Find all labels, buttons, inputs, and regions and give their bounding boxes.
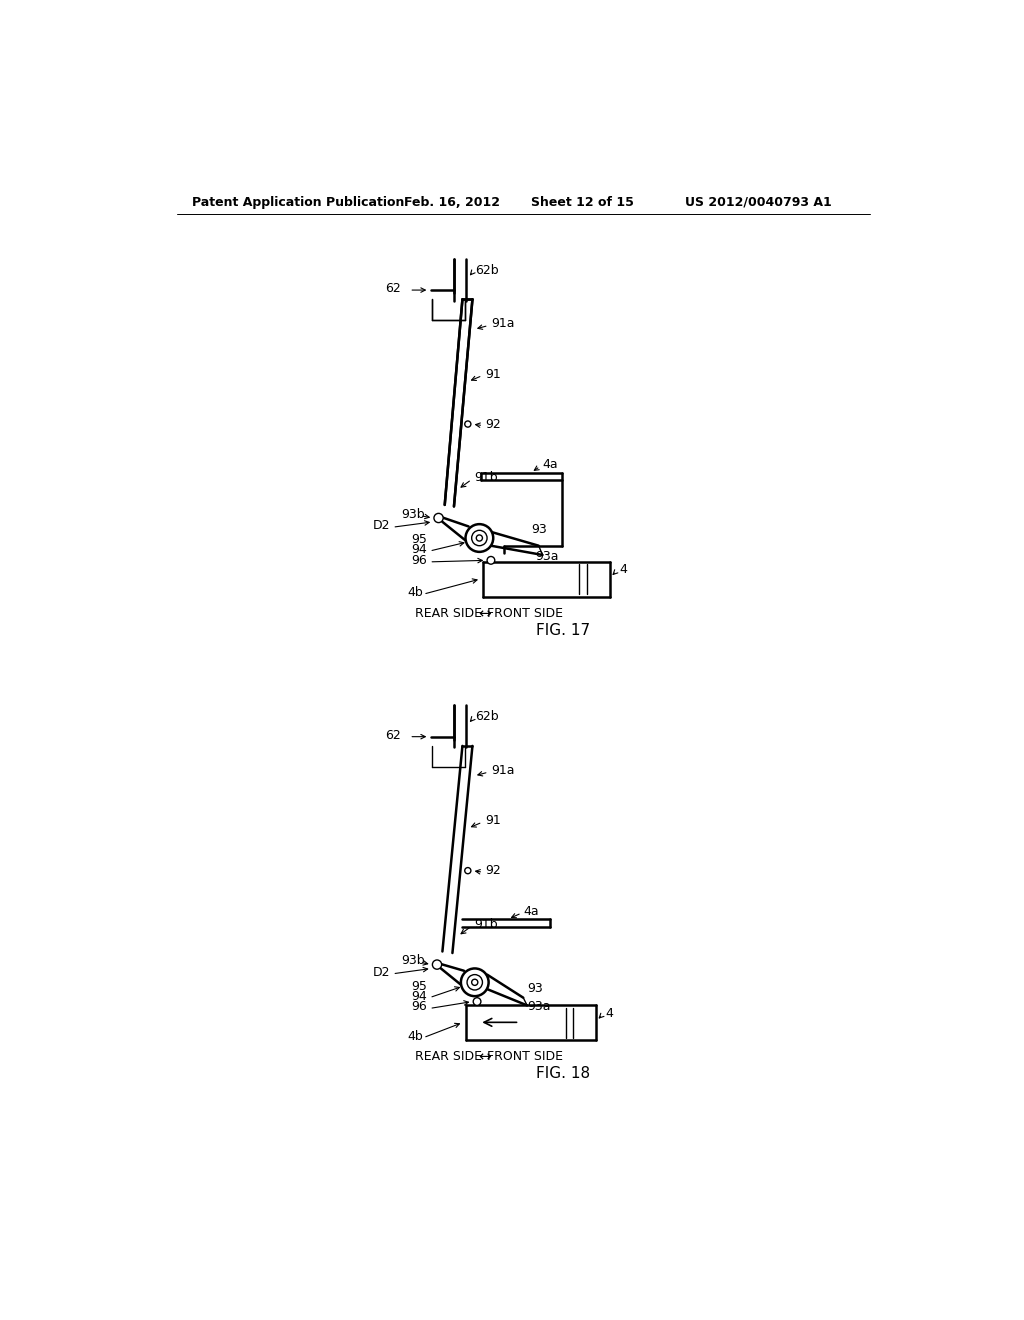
Circle shape xyxy=(466,524,494,552)
Text: 93a: 93a xyxy=(527,1001,551,1014)
Circle shape xyxy=(472,531,487,545)
Text: 93: 93 xyxy=(531,523,547,536)
Text: 91: 91 xyxy=(484,814,501,828)
Text: 62b: 62b xyxy=(475,710,499,723)
Circle shape xyxy=(432,960,441,969)
Text: REAR SIDE: REAR SIDE xyxy=(416,607,482,620)
Circle shape xyxy=(487,557,495,564)
Text: 91a: 91a xyxy=(490,764,514,777)
Text: 92: 92 xyxy=(484,865,501,878)
Text: US 2012/0040793 A1: US 2012/0040793 A1 xyxy=(685,195,831,209)
Circle shape xyxy=(461,969,488,997)
Text: FIG. 17: FIG. 17 xyxy=(536,623,590,638)
Text: 4: 4 xyxy=(605,1007,613,1019)
Circle shape xyxy=(465,867,471,874)
Circle shape xyxy=(472,979,478,985)
Circle shape xyxy=(467,974,482,990)
Text: 62b: 62b xyxy=(475,264,499,277)
Text: 62: 62 xyxy=(385,282,400,296)
Text: 96: 96 xyxy=(412,1001,427,1014)
Text: FIG. 18: FIG. 18 xyxy=(536,1067,590,1081)
Text: Feb. 16, 2012: Feb. 16, 2012 xyxy=(403,195,500,209)
Text: 4b: 4b xyxy=(408,586,424,599)
Text: 4b: 4b xyxy=(408,1030,424,1043)
Text: 93b: 93b xyxy=(401,508,425,520)
Text: ↔: ↔ xyxy=(478,606,492,620)
Circle shape xyxy=(465,421,471,428)
Text: 91: 91 xyxy=(484,367,501,380)
Text: 95: 95 xyxy=(412,979,427,993)
Text: 93b: 93b xyxy=(401,954,425,968)
Text: 91a: 91a xyxy=(490,317,514,330)
Text: 94: 94 xyxy=(412,990,427,1003)
Text: 4: 4 xyxy=(620,564,628,576)
Text: FRONT SIDE: FRONT SIDE xyxy=(487,1051,563,1064)
Text: D2: D2 xyxy=(373,966,390,979)
Text: Patent Application Publication: Patent Application Publication xyxy=(193,195,404,209)
Circle shape xyxy=(473,998,481,1006)
Text: FRONT SIDE: FRONT SIDE xyxy=(487,607,563,620)
Text: 92: 92 xyxy=(484,417,501,430)
Text: REAR SIDE: REAR SIDE xyxy=(416,1051,482,1064)
Text: 91b: 91b xyxy=(474,471,498,484)
Text: 94: 94 xyxy=(412,543,427,556)
Text: 95: 95 xyxy=(412,533,427,546)
Text: 62: 62 xyxy=(385,729,400,742)
Text: 96: 96 xyxy=(412,554,427,566)
Text: D2: D2 xyxy=(373,519,390,532)
Circle shape xyxy=(434,513,443,523)
Circle shape xyxy=(476,535,482,541)
Text: 4a: 4a xyxy=(543,458,558,471)
Text: 4a: 4a xyxy=(523,906,539,917)
Text: 93: 93 xyxy=(527,982,543,995)
Text: ↔: ↔ xyxy=(478,1049,492,1064)
Text: Sheet 12 of 15: Sheet 12 of 15 xyxy=(531,195,634,209)
Text: 93a: 93a xyxy=(535,550,558,564)
Text: 91b: 91b xyxy=(474,917,498,931)
